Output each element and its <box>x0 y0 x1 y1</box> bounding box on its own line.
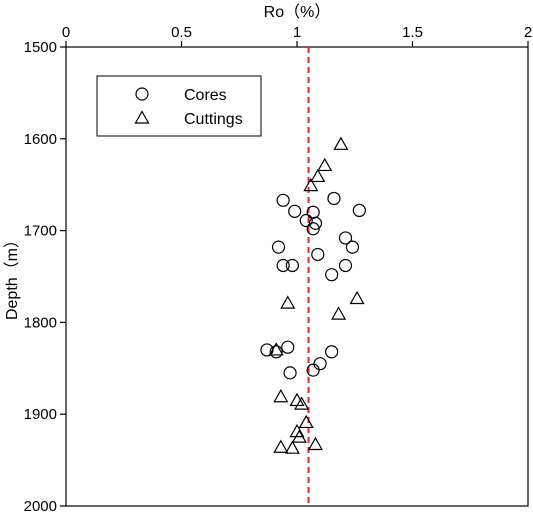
core-point <box>327 191 341 206</box>
y-axis-title: Depth（m） <box>3 232 21 320</box>
data-points <box>260 136 366 454</box>
y-tick-label: 2000 <box>24 498 57 513</box>
cutting-point <box>303 177 319 192</box>
core-point <box>311 247 325 262</box>
y-tick-label: 1500 <box>24 39 57 56</box>
x-tick-label: 2 <box>524 24 532 41</box>
core-point <box>285 258 299 273</box>
cutting-point <box>317 157 333 172</box>
core-point <box>276 193 290 207</box>
cutting-point <box>331 306 347 320</box>
cutting-point <box>298 414 314 429</box>
core-point <box>338 258 353 273</box>
core-point <box>306 222 320 236</box>
cutting-point <box>294 396 310 410</box>
y-tick-label: 1700 <box>24 223 57 240</box>
core-point <box>325 268 339 282</box>
cutting-point <box>273 389 289 403</box>
cutting-point <box>273 439 289 453</box>
legend-label-cores: Cores <box>184 87 227 104</box>
core-point <box>271 240 286 254</box>
cutting-point <box>291 429 307 443</box>
cutting-point <box>284 440 300 454</box>
core-point <box>299 213 313 228</box>
y-tick-label: 1600 <box>24 131 57 148</box>
core-point <box>306 363 320 377</box>
cutting-point <box>310 168 326 183</box>
core-point <box>313 357 327 371</box>
core-point <box>269 345 283 359</box>
core-point <box>281 340 295 354</box>
cutting-point <box>289 392 305 407</box>
legend-box <box>96 75 262 137</box>
x-tick-label: 1 <box>293 24 301 41</box>
y-axis-ticks: 1500 1600 1700 1800 1900 2000 <box>24 39 66 513</box>
legend: Cores Cuttings <box>96 75 262 137</box>
x-axis-ticks: 0 0.5 1 1.5 2 <box>62 24 532 47</box>
x-tick-label: 0.5 <box>171 24 192 41</box>
cutting-point <box>349 290 365 305</box>
y-tick-label: 1900 <box>24 406 57 423</box>
y-tick-label: 1800 <box>24 314 57 331</box>
legend-marker-cores <box>135 87 149 101</box>
cutting-point <box>280 295 296 309</box>
cutting-point <box>268 342 284 356</box>
core-point <box>325 345 339 359</box>
core-point <box>288 204 302 218</box>
cutting-point <box>307 436 324 451</box>
core-point <box>276 258 290 273</box>
core-point <box>352 203 366 218</box>
cutting-point <box>289 423 305 438</box>
core-point <box>345 240 360 254</box>
core-point <box>308 216 323 230</box>
core-point <box>283 366 297 380</box>
legend-label-cuttings: Cuttings <box>184 111 243 128</box>
cutting-point <box>333 136 349 150</box>
core-point <box>338 231 353 245</box>
x-axis-title: Ro（%） <box>264 3 331 21</box>
x-tick-label: 1.5 <box>402 24 423 41</box>
legend-marker-cuttings <box>134 110 150 124</box>
x-tick-label: 0 <box>62 24 70 41</box>
